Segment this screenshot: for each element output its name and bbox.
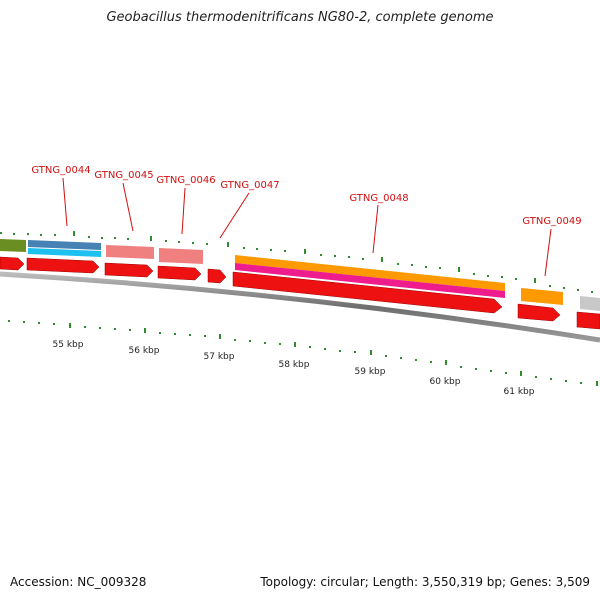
scale-label-57: 57 kbp xyxy=(204,352,235,362)
bar-g44-cyan xyxy=(28,248,101,257)
accession-label: Accession: NC_009328 xyxy=(10,575,147,589)
upper-tick-track xyxy=(0,231,593,293)
cds-g48 xyxy=(232,271,503,314)
gene-label-g46: GTNG_0046 xyxy=(156,175,215,186)
bar-left-olive xyxy=(0,239,26,252)
bar-g46-salmon xyxy=(159,248,203,264)
bar-g48-magenta xyxy=(235,263,505,298)
cds-g47 xyxy=(207,268,227,284)
scale-label-58: 58 kbp xyxy=(279,360,310,370)
scale-label-60: 60 kbp xyxy=(430,377,461,387)
bar-g49-orange xyxy=(521,288,563,305)
bar-right-grey xyxy=(580,296,600,311)
genome-backbone xyxy=(0,271,600,343)
annotation-bars xyxy=(0,239,600,311)
cds-left xyxy=(0,256,25,271)
cds-g44 xyxy=(26,257,100,274)
gene-label-g44: GTNG_0044 xyxy=(31,165,90,176)
gene-labels: GTNG_0044 GTNG_0045 GTNG_0046 GTNG_0047 … xyxy=(31,165,581,227)
cds-track xyxy=(0,256,600,330)
bar-g45-salmon xyxy=(106,245,154,259)
map-title: Geobacillus thermodenitrificans NG80-2, … xyxy=(106,10,494,25)
scale-label-55: 55 kbp xyxy=(53,340,84,350)
scale-tick-track xyxy=(8,320,598,386)
cds-g46 xyxy=(157,265,202,281)
cds-g49 xyxy=(517,303,561,322)
cds-right xyxy=(576,311,600,330)
gene-label-g47: GTNG_0047 xyxy=(220,180,279,191)
cds-g45 xyxy=(104,262,154,278)
gene-label-g48: GTNG_0048 xyxy=(349,193,408,204)
genome-summary: Topology: circular; Length: 3,550,319 bp… xyxy=(260,575,590,589)
scale-labels: 55 kbp 56 kbp 57 kbp 58 kbp 59 kbp 60 kb… xyxy=(53,340,535,397)
bar-g44-steelblue xyxy=(28,240,101,250)
bar-g48-orange xyxy=(235,255,505,291)
label-leaders xyxy=(62,177,552,277)
gene-label-g45: GTNG_0045 xyxy=(94,170,153,181)
scale-label-56: 56 kbp xyxy=(129,346,160,356)
gene-label-g49: GTNG_0049 xyxy=(522,216,581,227)
scale-label-61: 61 kbp xyxy=(504,387,535,397)
scale-label-59: 59 kbp xyxy=(355,367,386,377)
